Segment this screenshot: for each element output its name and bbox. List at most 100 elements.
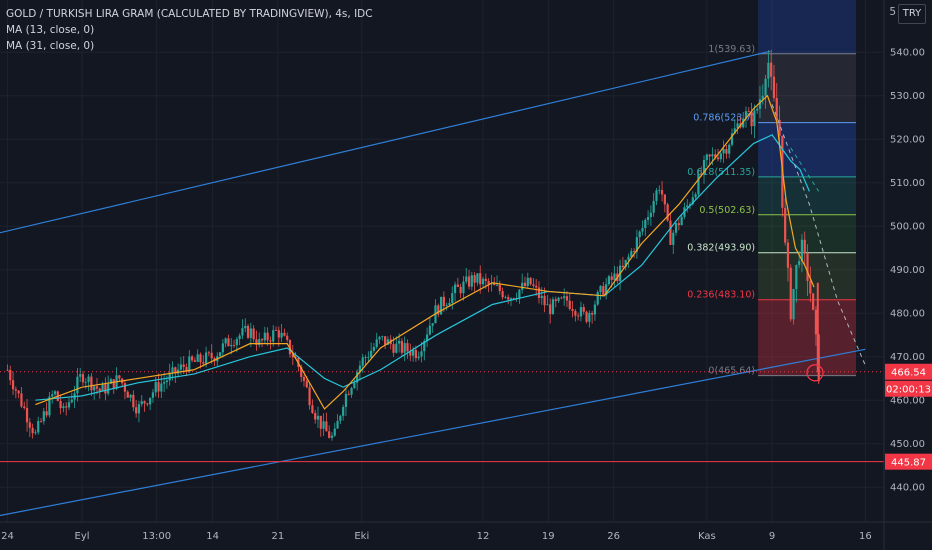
fib-zone [758,214,857,253]
candle-body [772,76,776,99]
candle-body [328,431,331,438]
candle-body [384,336,387,345]
candle-body [523,282,527,286]
candle-body [420,351,423,357]
symbol-title[interactable]: GOLD / TURKISH LIRA GRAM (CALCULATED BY … [6,8,373,20]
candle-body [258,339,261,345]
candle-body [126,391,129,398]
candle-body [149,397,152,405]
candle-body [185,366,188,372]
candle-body [302,377,306,381]
candle-body [691,197,694,205]
candle-body [227,338,230,347]
candle-body [674,223,678,233]
candle-body [736,123,739,129]
price-label-box [885,453,932,470]
price-axis-tick-label: 490.00 [890,265,925,276]
candle-body [112,379,115,389]
candle-body [406,343,409,352]
candle-body [725,148,728,154]
candle-body [445,305,448,307]
candle-body [459,286,462,294]
candle-body [509,298,513,300]
candle-body [451,293,454,303]
fib-zone [758,176,857,215]
price-axis-tick-label: 440.00 [890,483,925,494]
candle-body [786,242,790,268]
ma13-legend[interactable]: MA (13, close, 0) [6,24,95,36]
candle-body [109,379,113,384]
candle-body [118,375,121,379]
candle-body [563,296,566,299]
candle-body [814,309,818,335]
candle-body [767,62,770,79]
candle-body [277,330,280,338]
candle-body [610,276,613,280]
candle-body [179,364,183,370]
candle-body [272,330,275,342]
candle-body [146,403,149,405]
candle-body [493,282,496,286]
time-axis-label: 26 [607,531,620,542]
candle-body [364,357,367,359]
candle-body [800,239,804,262]
candle-body [756,108,759,111]
candle-body [87,376,90,382]
candle-body [770,62,773,77]
candle-body [574,310,577,316]
candle-body [442,296,445,307]
candle-body [593,304,597,315]
candle-body [596,292,599,305]
ma31-legend[interactable]: MA (31, close, 0) [6,40,95,52]
candle-body [356,372,359,383]
price-axis-tick-label: 520.00 [890,135,925,146]
candle-body [532,284,535,286]
candle-body [70,399,73,403]
candle-body [53,391,57,395]
candle-body [316,415,320,420]
time-axis-label: 13:00 [142,531,171,542]
fib-zone [758,0,857,54]
candle-body [403,343,406,353]
candle-body [67,402,71,408]
candle-body [784,207,787,243]
candle-body [45,411,48,416]
time-axis-label: Kas [698,531,716,542]
candle-body [207,352,210,354]
candle-body [453,284,457,294]
candle-body [535,285,538,288]
fib-zone [758,122,857,177]
candle-body [775,98,778,120]
candle-body [350,388,353,395]
candle-body [14,389,17,391]
price-axis-tick-label: 460.00 [890,396,925,407]
candle-body [280,332,283,338]
fib-level-label: 1(539.63) [708,44,755,55]
candle-body [395,343,398,353]
candle-body [585,311,588,322]
price-label-text: 445.87 [891,457,926,468]
candle-body [688,204,692,206]
candle-body [758,99,762,109]
time-axis-label: 24 [1,531,14,542]
candle-body [249,328,252,338]
candle-body [540,295,543,299]
candle-body [160,383,163,392]
circle-marker [806,364,824,382]
candle-body [747,111,750,113]
candle-body [140,401,143,405]
currency-badge[interactable]: TRY [898,4,926,24]
candle-body [165,380,169,382]
candle-body [577,315,580,317]
candle-body [367,357,370,358]
fib-level-label: 0(465.64) [708,366,755,377]
candle-body [342,406,345,416]
time-axis-label: 14 [206,531,219,542]
candle-body [196,354,199,362]
candle-body [694,194,697,198]
candle-body [501,291,504,298]
candle-body [806,253,809,281]
candle-body [151,392,155,398]
